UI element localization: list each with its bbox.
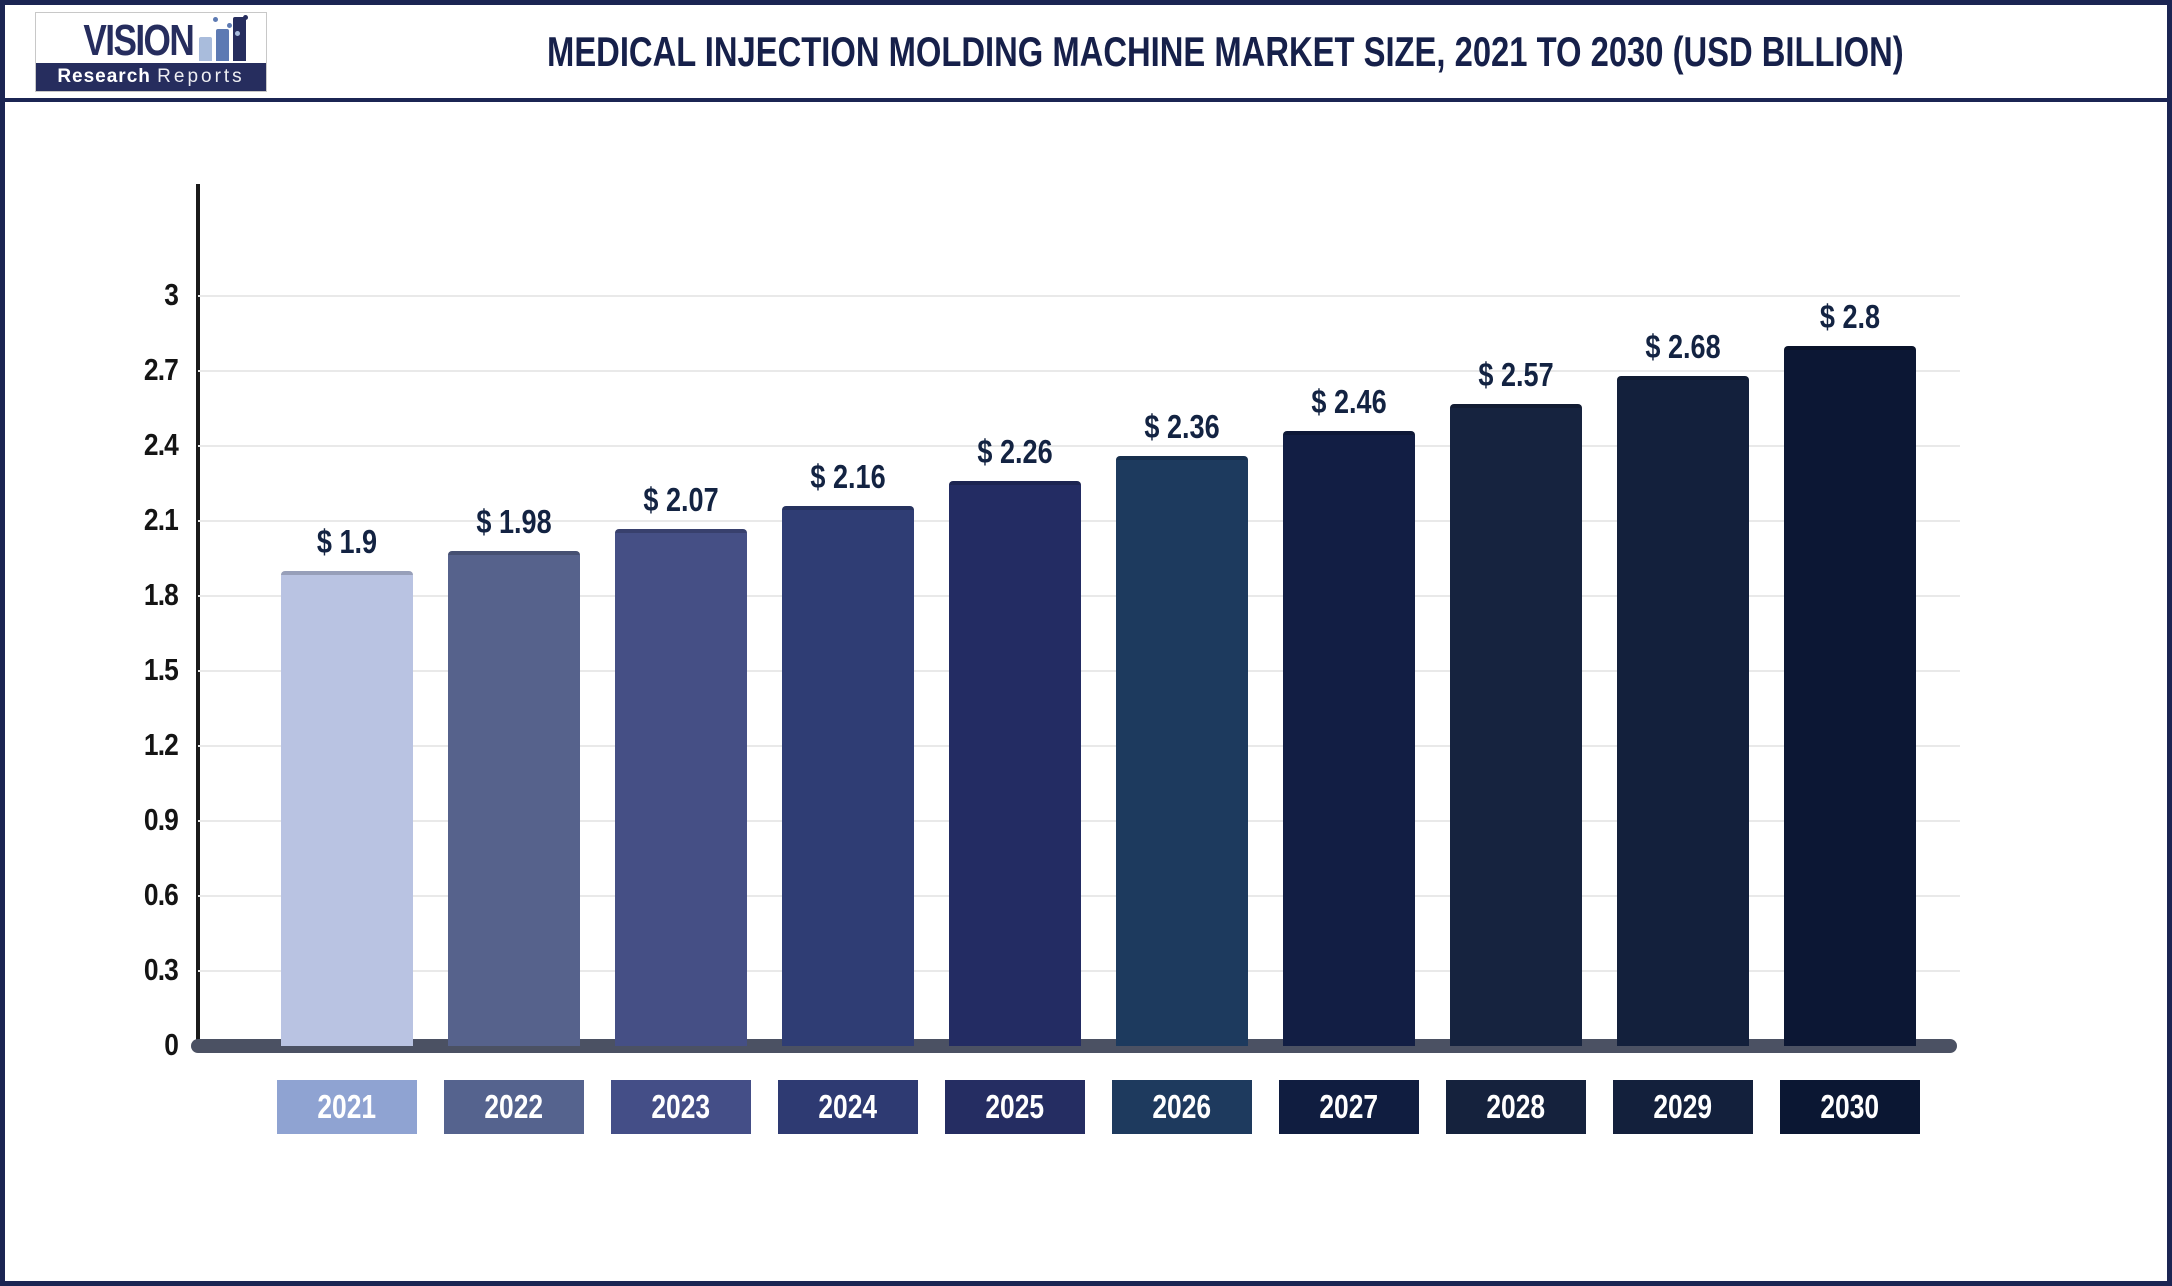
year-label-text: 2025 <box>985 1088 1045 1125</box>
bar-value-label-2021: $ 1.9 <box>316 523 378 560</box>
y-axis-tick-label: 0.3 <box>143 952 179 987</box>
y-axis-tick-label: 0.9 <box>143 802 179 837</box>
year-label-2021: 2021 <box>277 1080 417 1134</box>
bar-2021 <box>281 571 413 1046</box>
logo-reports-text: Reports <box>157 65 245 87</box>
bar-2022 <box>448 551 580 1046</box>
year-label-2029: 2029 <box>1613 1080 1753 1134</box>
y-axis-tick-label: 2.4 <box>143 427 179 462</box>
y-axis-tick-label: 1.5 <box>143 652 179 687</box>
bar-value-label-2025: $ 2.26 <box>977 433 1053 470</box>
year-label-text: 2024 <box>818 1088 878 1125</box>
bar-value-label-2029: $ 2.68 <box>1645 328 1721 365</box>
year-label-2027: 2027 <box>1279 1080 1419 1134</box>
bar-value-label-2024: $ 2.16 <box>810 458 886 495</box>
year-label-text: 2027 <box>1319 1088 1379 1125</box>
year-label-text: 2023 <box>651 1088 711 1125</box>
bar-chart: 0 0.3 0.6 0.9 1.2 1.5 1.8 2.1 2.4 2.7 3 $ 1.9 2021 $ … <box>5 106 2167 1281</box>
year-label-2024: 2024 <box>778 1080 918 1134</box>
bar-2025 <box>949 481 1081 1046</box>
vision-research-reports-logo: VISION Research Reports <box>35 11 267 92</box>
bar-value-label-2023: $ 2.07 <box>643 480 719 518</box>
year-label-2025: 2025 <box>945 1080 1085 1134</box>
bar-2030 <box>1784 346 1916 1046</box>
year-label-text: 2029 <box>1653 1088 1713 1125</box>
y-axis-tick-label: 3 <box>164 277 179 312</box>
gridline <box>198 370 1960 372</box>
year-label-text: 2026 <box>1152 1088 1212 1125</box>
gridline <box>198 295 1960 297</box>
logo-band: Research Reports <box>36 62 266 91</box>
y-axis-tick-label: 2.1 <box>143 502 179 537</box>
year-label-2023: 2023 <box>611 1080 751 1134</box>
bar-2023 <box>615 528 747 1046</box>
year-label-2026: 2026 <box>1112 1080 1252 1134</box>
year-label-text: 2030 <box>1820 1088 1880 1125</box>
bar-2027 <box>1283 431 1415 1046</box>
year-label-text: 2028 <box>1486 1088 1546 1125</box>
logo-research-text: Research <box>57 65 151 87</box>
bar-chart-logo-icon <box>198 15 246 61</box>
bar-value-label-2028: $ 2.57 <box>1478 355 1554 393</box>
chart-title: MEDICAL INJECTION MOLDING MACHINE MARKET… <box>547 27 1904 75</box>
header: VISION Research Reports MEDICAL INJECTIO… <box>5 5 2167 102</box>
y-axis-tick-label: 0 <box>164 1027 179 1062</box>
bar-value-label-2022: $ 1.98 <box>476 503 552 540</box>
logo-bubbles-icon <box>212 16 218 22</box>
y-axis-line <box>196 184 200 1046</box>
bar-2028 <box>1450 403 1582 1046</box>
year-label-2022: 2022 <box>444 1080 584 1134</box>
bar-2029 <box>1617 376 1749 1046</box>
logo-top-row: VISION <box>36 15 266 63</box>
bar-value-label-2030: $ 2.8 <box>1819 298 1881 335</box>
gridline <box>198 445 1960 447</box>
year-label-2030: 2030 <box>1780 1080 1920 1134</box>
year-label-2028: 2028 <box>1446 1080 1586 1134</box>
y-axis-tick-label: 2.7 <box>143 352 179 387</box>
y-axis-tick-label: 1.8 <box>143 577 179 612</box>
y-axis-tick-label: 0.6 <box>143 877 179 912</box>
year-label-text: 2022 <box>484 1088 544 1125</box>
y-axis-tick-label: 1.2 <box>143 727 179 762</box>
bar-value-label-2026: $ 2.36 <box>1144 408 1220 445</box>
bar-2024 <box>782 506 914 1046</box>
year-label-text: 2021 <box>317 1088 377 1125</box>
logo-vision-text: VISION <box>83 15 195 65</box>
bar-2026 <box>1116 456 1248 1046</box>
bar-value-label-2027: $ 2.46 <box>1311 383 1387 420</box>
